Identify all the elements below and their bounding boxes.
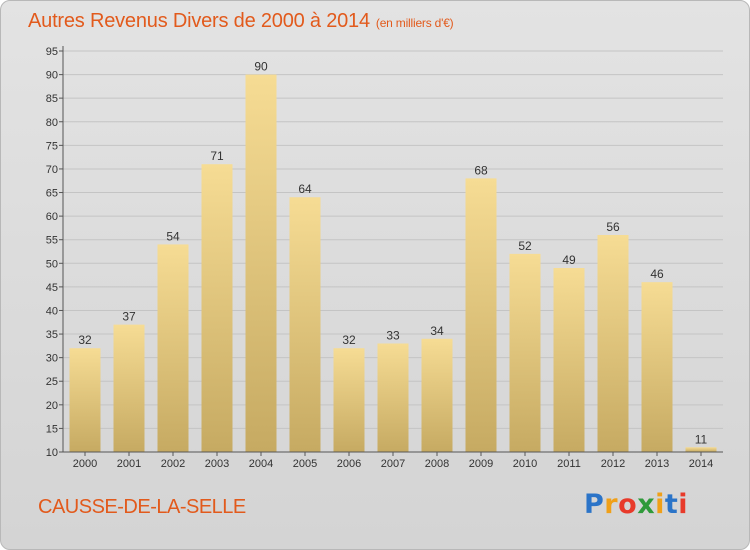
data-label: 32 [78, 333, 92, 347]
x-tick-label: 2000 [73, 458, 97, 470]
data-label: 37 [122, 310, 136, 324]
x-tick-label: 2014 [689, 458, 713, 470]
logo-letter: P [584, 489, 605, 520]
y-tick-label: 65 [46, 188, 58, 200]
y-tick-label: 90 [46, 70, 58, 82]
logo-letter: x [637, 489, 656, 520]
data-label: 33 [386, 328, 400, 342]
data-label: 52 [518, 239, 532, 253]
data-label: 32 [342, 333, 356, 347]
data-label: 49 [562, 253, 576, 267]
data-label: 54 [166, 229, 180, 243]
x-tick-label: 2008 [425, 458, 449, 470]
x-tick-label: 2001 [117, 458, 141, 470]
y-tick-label: 80 [46, 117, 58, 129]
y-tick-label: 55 [46, 235, 58, 247]
proxiti-logo: Proxiti [584, 489, 688, 520]
logo-letter: i [678, 489, 689, 520]
x-tick-label: 2003 [205, 458, 229, 470]
logo-letter: t [664, 489, 679, 520]
y-tick-label: 20 [46, 400, 58, 412]
bar [685, 447, 717, 452]
y-tick-label: 10 [46, 447, 58, 459]
bar [465, 178, 497, 452]
data-label: 46 [650, 267, 664, 281]
data-label: 68 [474, 163, 488, 177]
bar [509, 253, 541, 452]
x-tick-label: 2011 [557, 458, 581, 470]
bar [113, 324, 145, 452]
x-tick-label: 2006 [337, 458, 361, 470]
y-tick-label: 85 [46, 93, 58, 105]
data-label: 71 [210, 149, 224, 163]
bar [641, 282, 673, 452]
x-tick-labels: 2000 2001 2002 2003 2004 2005 2006 2007 2008 2009… [73, 452, 713, 470]
x-tick-label: 2009 [469, 458, 493, 470]
data-label: 11 [695, 432, 708, 446]
bar [333, 348, 365, 452]
y-tick-label: 25 [46, 376, 58, 388]
y-tick-label: 50 [46, 258, 58, 270]
y-tick-label: 70 [46, 164, 58, 176]
location-name: CAUSSE-DE-LA-SELLE [38, 496, 246, 518]
x-tick-label: 2010 [513, 458, 537, 470]
y-tick-label: 30 [46, 353, 58, 365]
data-label: 64 [298, 182, 312, 196]
data-label: 56 [606, 220, 620, 234]
chart-subtitle: (en milliers d'€) [375, 16, 454, 30]
bar [69, 348, 101, 452]
data-label: 90 [254, 60, 268, 74]
x-tick-label: 2002 [161, 458, 185, 470]
bar [553, 268, 585, 452]
y-tick-label: 95 [46, 46, 58, 58]
bar [377, 343, 409, 452]
bar [157, 244, 189, 452]
bar [245, 74, 277, 453]
y-tick-label: 75 [46, 140, 58, 152]
logo-letter: o [618, 489, 638, 520]
y-tick-label: 15 [46, 423, 58, 435]
bars [69, 74, 717, 453]
y-tick-label: 45 [46, 282, 58, 294]
bar [289, 197, 321, 452]
data-label: 34 [430, 324, 444, 338]
logo-letter: i [655, 489, 665, 520]
bar [597, 234, 629, 452]
chart-title-text: Autres Revenus Divers de 2000 à 2014 [28, 10, 370, 32]
x-tick-label: 2012 [601, 458, 625, 470]
y-tick-labels: 10 15 20 25 30 35 40 45 50 55 60 65 70 75 80 85 90 95 [46, 46, 58, 459]
chart-title: Autres Revenus Divers de 2000 à 2014 (en … [28, 10, 454, 33]
x-tick-label: 2013 [645, 458, 669, 470]
x-tick-label: 2007 [381, 458, 405, 470]
y-tick-label: 60 [46, 211, 58, 223]
x-tick-label: 2005 [293, 458, 317, 470]
data-labels: 32 37 54 71 90 64 32 33 34 68 52 49 56 46 11 [78, 60, 707, 447]
y-tick-label: 40 [46, 305, 58, 317]
bar [421, 338, 453, 452]
bar [201, 164, 233, 453]
y-tick-label: 35 [46, 329, 58, 341]
x-tick-label: 2004 [249, 458, 273, 470]
logo-letter: r [604, 489, 619, 520]
